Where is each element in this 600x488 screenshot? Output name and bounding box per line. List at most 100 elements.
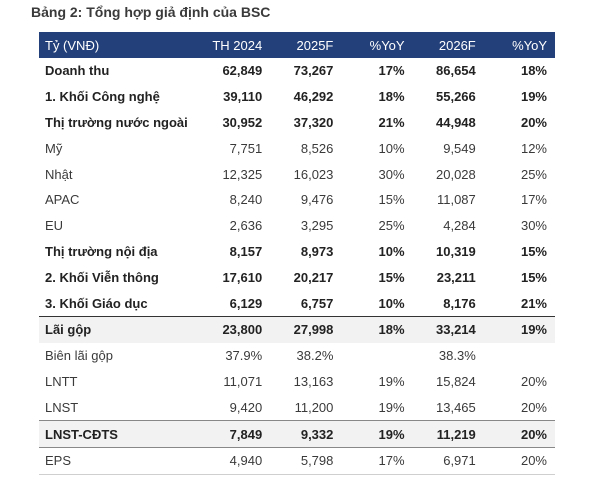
value-2026f: 20,028 [436,166,476,182]
value-2026f: 23,211 [436,269,476,285]
col-header-2026f: 2026F [412,32,484,58]
value-yoy-2025: 19% [378,373,405,389]
value-2025f: 46,292 [293,89,334,105]
value-2025f: 8,526 [300,140,334,156]
value-yoy-2025: 10% [378,243,405,259]
value-2026f: 8,176 [443,295,476,311]
value-yoy-2025: 15% [378,192,405,208]
value-yoy-2026: 30% [520,218,547,234]
row-label: 1. Khối Công nghệ [45,89,160,105]
value-2026f: 6,971 [412,447,484,475]
table-row: 3. Khối Giáo dục 6,129 6,757 10% 8,176 21% [39,290,555,316]
col-header-yoy-2026: %YoY [483,32,555,58]
value-yoy-2025: 18% [378,89,405,105]
col-header-unit: Tỷ (VNĐ) [39,32,200,58]
table-row: LNTT 11,071 13,163 19% 15,824 20% [39,369,555,395]
value-yoy-2025: 25% [378,218,405,234]
table-row: LNST-CĐTS 7,849 9,332 19% 11,219 20% [39,420,555,448]
value-th2024: 12,325 [222,166,263,182]
value-th2024: 4,940 [199,447,271,475]
value-yoy-2026: 17% [520,192,547,208]
row-label: LNTT [45,373,78,389]
value-th2024: 8,157 [229,243,263,259]
value-2025f: 27,998 [270,315,342,343]
table-row: LNST 9,420 11,200 19% 13,465 20% [39,394,555,420]
value-yoy-2026: 15% [520,269,547,285]
row-label: Biên lãi gộp [45,348,113,364]
value-2026f: 38.3% [438,348,476,364]
value-yoy-2026: 19% [483,315,555,343]
value-2025f: 9,332 [270,420,342,448]
value-2026f: 33,214 [412,315,484,343]
col-header-th2024: TH 2024 [199,32,271,58]
value-2025f: 11,200 [294,399,334,415]
value-yoy-2025: 15% [378,269,405,285]
row-label: Thị trường nước ngoài [45,114,188,130]
table-row: EPS 4,940 5,798 17% 6,971 20% [39,447,555,475]
value-2025f: 16,023 [293,166,334,182]
value-th2024: 17,610 [222,269,263,285]
value-2026f: 15,824 [436,373,476,389]
row-label: Lãi gộp [39,315,200,343]
value-2026f: 55,266 [436,89,476,105]
value-th2024: 6,129 [229,295,263,311]
value-th2024: 9,420 [229,399,263,415]
value-yoy-2025: 21% [378,114,405,130]
value-th2024: 62,849 [222,63,263,79]
value-yoy-2026 [484,343,555,369]
row-label: EPS [39,447,200,475]
value-yoy-2025: 17% [341,447,413,475]
value-yoy-2025 [341,343,412,369]
value-th2024: 37.9% [225,348,263,364]
value-2025f: 9,476 [300,192,334,208]
value-yoy-2025: 30% [378,166,405,182]
table-row: 2. Khối Viễn thông 17,610 20,217 15% 23,211 1… [39,264,555,290]
table-row: Lãi gộp 23,800 27,998 18% 33,214 19% [39,315,555,343]
header-row: Tỷ (VNĐ) TH 2024 2025F %YoY 2026F %YoY [39,32,555,58]
value-2026f: 13,465 [436,399,476,415]
value-2025f: 3,295 [300,218,334,234]
value-yoy-2025: 19% [378,399,405,415]
row-label: EU [45,218,64,234]
value-2025f: 20,217 [293,269,334,285]
value-th2024: 2,636 [229,218,263,234]
row-label: 3. Khối Giáo dục [45,295,148,311]
value-yoy-2026: 20% [483,447,555,475]
value-2025f: 38.2% [296,348,334,364]
table-row: Biên lãi gộp 37.9% 38.2% 38.3% [39,343,555,369]
value-2026f: 11,087 [436,192,476,208]
value-2026f: 86,654 [436,63,476,79]
value-yoy-2026: 19% [520,89,547,105]
table-row: Thị trường nước ngoài 30,952 37,320 21% 44,9… [39,110,555,136]
value-yoy-2026: 25% [520,166,547,182]
value-th2024: 8,240 [229,192,263,208]
value-2026f: 4,284 [443,218,476,234]
value-2025f: 73,267 [293,63,334,79]
value-2026f: 10,319 [436,243,476,259]
value-th2024: 23,800 [199,315,271,343]
table-title: Bảng 2: Tổng hợp giả định của BSC [31,4,271,20]
value-yoy-2026: 20% [520,373,547,389]
value-yoy-2026: 18% [520,63,547,79]
row-label: Nhật [45,166,73,182]
table-row: Doanh thu 62,849 73,267 17% 86,654 18% [39,58,555,84]
assumptions-table: Tỷ (VNĐ) TH 2024 2025F %YoY 2026F %YoY D… [39,32,555,475]
value-2025f: 6,757 [300,295,334,311]
row-label: APAC [45,192,80,208]
value-2026f: 9,549 [443,140,476,156]
value-2026f: 11,219 [412,420,484,448]
value-yoy-2026: 20% [520,399,547,415]
col-header-2025f: 2025F [270,32,342,58]
value-th2024: 30,952 [222,114,263,130]
row-label: Doanh thu [45,63,110,79]
row-label: Thị trường nội địa [45,243,158,259]
table-row: Mỹ 7,751 8,526 10% 9,549 12% [39,135,555,161]
value-2025f: 5,798 [270,447,342,475]
value-yoy-2025: 19% [341,420,413,448]
value-yoy-2026: 20% [483,420,555,448]
value-2025f: 13,163 [293,373,334,389]
value-yoy-2026: 20% [520,114,547,130]
table-row: APAC 8,240 9,476 15% 11,087 17% [39,187,555,213]
value-th2024: 11,071 [223,373,263,389]
row-label: Mỹ [45,140,63,156]
